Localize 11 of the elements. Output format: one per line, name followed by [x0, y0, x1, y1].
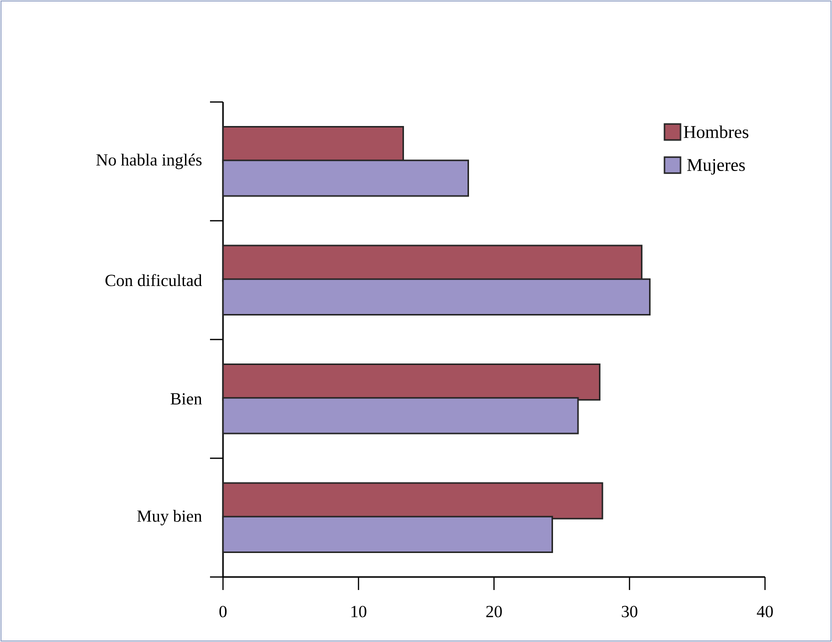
x-tick-label: 20: [486, 606, 502, 618]
x-tick-label: 40: [756, 606, 773, 618]
x-tick-label: 10: [352, 606, 366, 618]
y-tick-label: Bien: [170, 393, 202, 405]
y-tick-label: Con dificultad: [105, 274, 202, 286]
y-tick-label: Muy bien: [137, 510, 202, 526]
x-tick-label: 0: [219, 606, 227, 618]
y-tick-label: No habla inglés: [96, 154, 202, 170]
x-tick-label: 30: [622, 606, 638, 618]
legend-label: Hombres: [684, 125, 748, 138]
legend-label: Mujeres: [687, 158, 745, 175]
